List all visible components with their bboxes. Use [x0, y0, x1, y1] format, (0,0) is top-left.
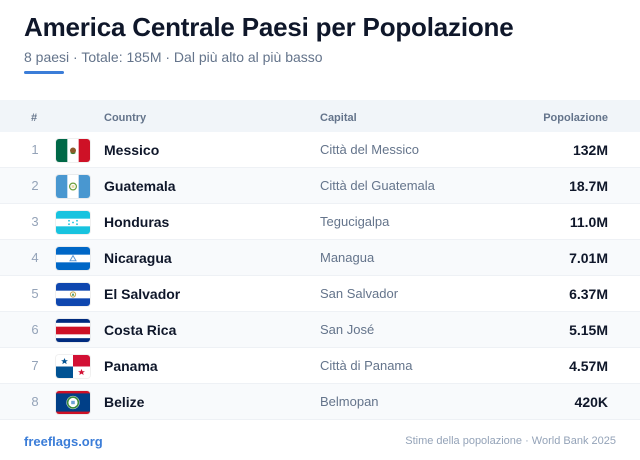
table-row[interactable]: 3 Honduras Tegucigalpa 11.0M — [0, 204, 640, 240]
table-row[interactable]: 4 Nicaragua Managua 7.01M — [0, 240, 640, 276]
row-country: Belize — [104, 394, 145, 410]
row-country: Honduras — [104, 214, 170, 230]
row-population: 11.0M — [569, 214, 608, 230]
honduras-flag-icon — [56, 211, 90, 234]
row-rank: 1 — [31, 142, 39, 157]
column-header-country[interactable]: Country — [104, 112, 147, 124]
row-rank: 5 — [31, 286, 39, 301]
row-population: 4.57M — [569, 358, 608, 374]
row-capital: San Salvador — [320, 286, 399, 301]
mexico-flag-icon — [56, 139, 90, 162]
page-title: America Centrale Paesi per Popolazione — [24, 12, 514, 42]
footer-brand-link[interactable]: freeflags.org — [24, 434, 103, 449]
row-capital: Managua — [320, 250, 375, 265]
belize-flag-icon — [56, 391, 90, 414]
row-population: 18.7M — [569, 178, 608, 194]
row-capital: Belmopan — [320, 394, 379, 409]
column-header-population[interactable]: Popolazione — [543, 112, 608, 124]
guatemala-flag-icon — [56, 175, 90, 198]
row-population: 132M — [572, 142, 608, 158]
page-subtitle: 8 paesi · Totale: 185M · Dal più alto al… — [24, 49, 323, 65]
table-header: # Country Capital Popolazione — [0, 100, 640, 132]
row-capital: Tegucigalpa — [320, 214, 390, 229]
row-rank: 4 — [31, 250, 39, 265]
row-rank: 8 — [31, 394, 39, 409]
row-population: 7.01M — [569, 250, 608, 266]
row-capital: Città di Panama — [320, 358, 413, 373]
table-row[interactable]: 2 Guatemala Città del Guatemala 18.7M — [0, 168, 640, 204]
panama-flag-icon — [56, 355, 90, 378]
row-country: Panama — [104, 358, 158, 374]
title-accent-bar — [24, 71, 64, 74]
row-rank: 3 — [31, 214, 39, 229]
row-population: 5.15M — [569, 322, 608, 338]
row-capital: Città del Guatemala — [320, 178, 435, 193]
row-population: 420K — [574, 394, 608, 410]
el-salvador-flag-icon — [56, 283, 90, 306]
column-header-rank: # — [31, 112, 38, 124]
row-country: Messico — [104, 142, 160, 158]
row-country: Costa Rica — [104, 322, 177, 338]
costa-rica-flag-icon — [56, 319, 90, 342]
row-rank: 7 — [31, 358, 39, 373]
nicaragua-flag-icon — [56, 247, 90, 270]
column-header-capital[interactable]: Capital — [320, 112, 357, 124]
row-country: Nicaragua — [104, 250, 172, 266]
table-row[interactable]: 7 Panama Città di Panama 4.57M — [0, 348, 640, 384]
table-row[interactable]: 8 Belize Belmopan 420K — [0, 384, 640, 420]
table-row[interactable]: 5 El Salvador San Salvador 6.37M — [0, 276, 640, 312]
footer-source: Stime della popolazione · World Bank 202… — [405, 435, 616, 447]
table-body: 1 Messico Città del Messico 132M 2 Guate… — [0, 132, 640, 420]
row-capital: Città del Messico — [320, 142, 419, 157]
row-country: El Salvador — [104, 286, 181, 302]
table-row[interactable]: 6 Costa Rica San José 5.15M — [0, 312, 640, 348]
row-capital: San José — [320, 322, 375, 337]
row-population: 6.37M — [569, 286, 608, 302]
row-rank: 2 — [31, 178, 39, 193]
table-row[interactable]: 1 Messico Città del Messico 132M — [0, 132, 640, 168]
row-rank: 6 — [31, 322, 39, 337]
row-country: Guatemala — [104, 178, 176, 194]
